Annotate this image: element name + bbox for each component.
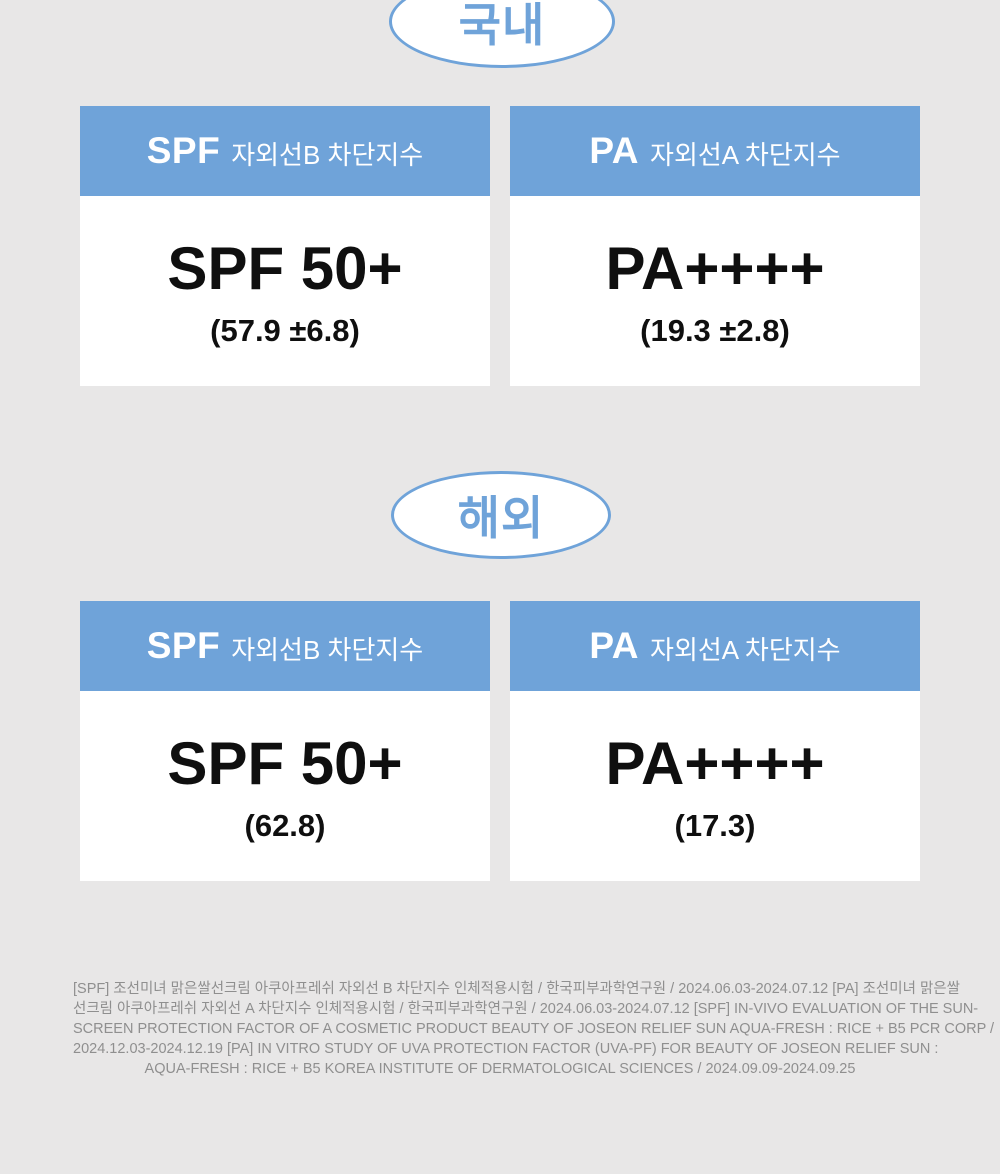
overseas-pa-card-header: PA 자외선A 차단지수 [510, 601, 920, 691]
domestic-pa-value: PA++++ [605, 234, 825, 302]
overseas-pa-value: PA++++ [605, 729, 825, 797]
domestic-spf-card: SPF 자외선B 차단지수 SPF 50+ (57.9 ±6.8) [80, 106, 490, 386]
spf-abbr: SPF [146, 130, 221, 171]
overseas-cards-row: SPF 자외선B 차단지수 SPF 50+ (62.8) PA 자외선A 차단지… [80, 601, 920, 881]
pa-abbr: PA [589, 130, 640, 171]
spf-header-label: 자외선B 차단지수 [231, 139, 424, 170]
domestic-pa-card-body: PA++++ (19.3 ±2.8) [510, 196, 920, 386]
badge-domestic: 국내 [389, 0, 615, 68]
domestic-spf-detail: (57.9 ±6.8) [210, 312, 360, 348]
disclaimer-line: AQUA-FRESH : RICE + B5 KOREA INSTITUTE O… [144, 1061, 856, 1077]
badge-overseas: 해외 [391, 471, 611, 559]
domestic-pa-card: PA 자외선A 차단지수 PA++++ (19.3 ±2.8) [510, 106, 920, 386]
overseas-pa-detail: (17.3) [674, 807, 756, 843]
badge-overseas-label: 해외 [457, 492, 545, 544]
domestic-pa-card-header: PA 자외선A 차단지수 [510, 106, 920, 196]
domestic-spf-value: SPF 50+ [167, 234, 403, 302]
spf-header-label: 자외선B 차단지수 [231, 634, 424, 665]
overseas-pa-card-body: PA++++ (17.3) [510, 691, 920, 881]
disclaimer-line: SCREEN PROTECTION FACTOR OF A COSMETIC P… [73, 1021, 995, 1037]
overseas-spf-card: SPF 자외선B 차단지수 SPF 50+ (62.8) [80, 601, 490, 881]
spf-abbr: SPF [146, 625, 221, 666]
badge-domestic-label: 국내 [458, 0, 546, 51]
pa-header-label: 자외선A 차단지수 [650, 634, 841, 665]
overseas-spf-detail: (62.8) [244, 807, 326, 843]
disclaimer-line: 2024.12.03-2024.12.19 [PA] IN VITRO STUD… [73, 1041, 939, 1057]
test-disclaimer: [SPF] 조선미녀 맑은쌀선크림 아쿠아프레쉬 자외선 B 차단지수 인체적용… [73, 979, 995, 1079]
domestic-spf-card-body: SPF 50+ (57.9 ±6.8) [80, 196, 490, 386]
overseas-spf-value: SPF 50+ [167, 729, 403, 797]
domestic-cards-row: SPF 자외선B 차단지수 SPF 50+ (57.9 ±6.8) PA 자외선… [80, 106, 920, 386]
overseas-spf-card-header: SPF 자외선B 차단지수 [80, 601, 490, 691]
pa-header-label: 자외선A 차단지수 [650, 139, 841, 170]
domestic-pa-detail: (19.3 ±2.8) [640, 312, 790, 348]
disclaimer-line: 선크림 아쿠아프레쉬 자외선 A 차단지수 인체적용시험 / 한국피부과학연구원… [73, 1001, 979, 1017]
domestic-spf-card-header: SPF 자외선B 차단지수 [80, 106, 490, 196]
overseas-spf-card-body: SPF 50+ (62.8) [80, 691, 490, 881]
disclaimer-line: [SPF] 조선미녀 맑은쌀선크림 아쿠아프레쉬 자외선 B 차단지수 인체적용… [73, 981, 960, 997]
pa-abbr: PA [589, 625, 640, 666]
overseas-pa-card: PA 자외선A 차단지수 PA++++ (17.3) [510, 601, 920, 881]
